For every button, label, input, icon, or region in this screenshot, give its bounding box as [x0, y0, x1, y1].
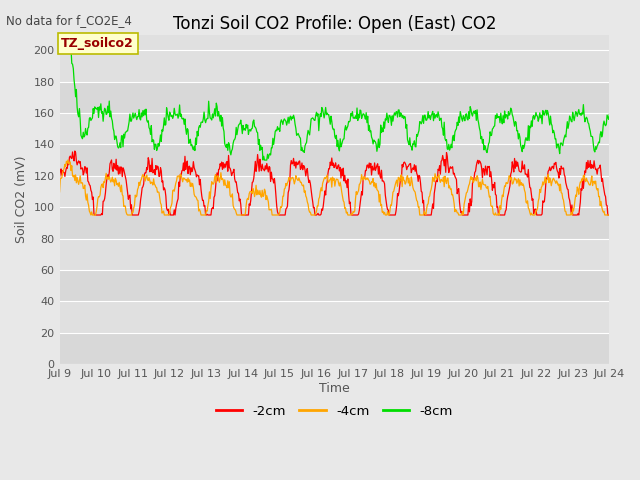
Legend: -2cm, -4cm, -8cm: -2cm, -4cm, -8cm [211, 400, 458, 423]
Y-axis label: Soil CO2 (mV): Soil CO2 (mV) [15, 156, 28, 243]
Title: Tonzi Soil CO2 Profile: Open (East) CO2: Tonzi Soil CO2 Profile: Open (East) CO2 [173, 15, 496, 33]
Bar [60, 333, 609, 364]
Bar [60, 239, 609, 270]
Bar [60, 50, 609, 82]
Bar [60, 207, 609, 239]
Text: TZ_soilco2: TZ_soilco2 [61, 37, 134, 50]
Bar [60, 270, 609, 301]
Bar [60, 113, 609, 144]
Bar [60, 82, 609, 113]
Text: No data for f_CO2E_4: No data for f_CO2E_4 [6, 14, 132, 27]
Bar [60, 176, 609, 207]
X-axis label: Time: Time [319, 382, 350, 395]
Bar [60, 301, 609, 333]
Bar [60, 144, 609, 176]
